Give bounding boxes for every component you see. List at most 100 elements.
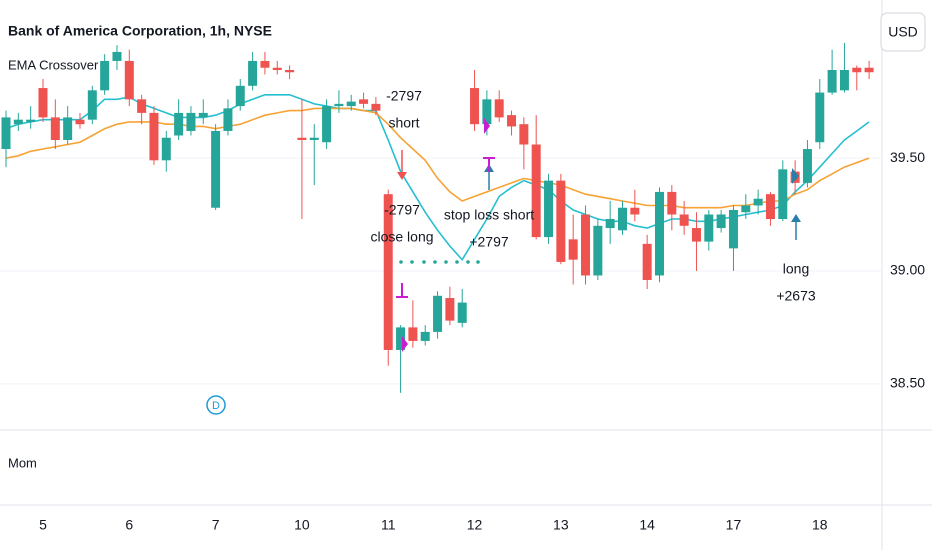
x-tick-label: 5: [39, 517, 47, 533]
fill-marker: [402, 336, 408, 352]
candle-body: [618, 207, 627, 231]
candle-body: [778, 169, 788, 220]
candle-body: [704, 214, 714, 242]
trade-label: short: [388, 115, 419, 131]
candle-body: [630, 207, 640, 215]
candle-body: [309, 137, 319, 140]
candle-body: [544, 180, 554, 238]
candle-body: [100, 60, 110, 91]
chart-title: Bank of America Corporation, 1h, NYSE: [8, 23, 272, 39]
candle-body: [507, 115, 517, 127]
x-tick-label: 7: [212, 517, 220, 533]
candle-body: [174, 112, 184, 136]
y-tick-label: 39.50: [890, 149, 925, 165]
candle-body: [408, 327, 418, 341]
fill-marker: [792, 168, 799, 184]
x-tick-label: 6: [125, 517, 133, 533]
candle-body: [581, 214, 591, 276]
candle-body: [198, 112, 208, 118]
candle-body: [359, 99, 369, 104]
x-tick-label: 12: [467, 517, 483, 533]
trade-label: +2797: [469, 234, 509, 250]
candle-body: [691, 228, 701, 242]
candle-body: [815, 92, 825, 143]
ema-lines: [5, 94, 870, 262]
candle-body: [433, 295, 443, 332]
candle-body: [864, 67, 874, 73]
candle-body: [371, 103, 381, 111]
trade-label: long: [783, 261, 809, 277]
candle-body: [827, 69, 837, 93]
x-tick-label: 14: [639, 517, 655, 533]
candles: [1, 42, 874, 393]
candle-body: [75, 119, 85, 125]
indicator-label: EMA Crossover: [8, 57, 99, 72]
candle-body: [13, 119, 23, 125]
candle-body: [642, 243, 652, 280]
trade-label: -2797: [384, 202, 420, 218]
candle-body: [519, 124, 529, 145]
candle-body: [149, 112, 159, 161]
candle-body: [272, 67, 282, 70]
short-arrow-head: [397, 172, 407, 180]
candle-body: [470, 88, 480, 125]
candle-body: [445, 298, 455, 321]
x-tick-label: 11: [381, 517, 396, 533]
candle-body: [852, 67, 862, 73]
candle-body: [285, 69, 295, 73]
candle-body: [63, 117, 73, 140]
candle-body: [161, 137, 171, 161]
trade-label: stop loss short: [444, 207, 534, 223]
candle-body: [383, 194, 393, 350]
candle-body: [494, 99, 504, 118]
candle-body: [457, 302, 467, 323]
candle-body: [802, 149, 812, 183]
x-tick-label: 13: [553, 517, 569, 533]
stop-level: [399, 260, 480, 264]
candle-body: [248, 60, 258, 86]
candle-body: [186, 112, 196, 131]
trade-markers: [396, 118, 801, 352]
dividend-marker[interactable]: [206, 395, 226, 415]
trade-label: -2797: [386, 88, 422, 104]
x-tick-label: 17: [726, 517, 742, 533]
candle-body: [396, 327, 406, 350]
currency-label[interactable]: USD: [888, 24, 918, 40]
y-tick-label: 38.50: [890, 375, 925, 391]
candle-body: [297, 137, 307, 140]
candle-body: [531, 144, 541, 238]
candle-body: [87, 90, 97, 120]
candle-body: [211, 130, 221, 208]
candle-body: [728, 209, 738, 249]
candle-body: [568, 239, 578, 260]
candle-body: [753, 198, 763, 206]
candle-body: [593, 225, 603, 276]
y-tick-label: 39.00: [890, 262, 925, 278]
lower-pane-label: Mom: [8, 455, 37, 470]
x-tick-label: 18: [812, 517, 828, 533]
annotations: -2797 short -2797 close long stop loss short…: [370, 88, 815, 304]
candle-body: [223, 108, 233, 131]
candle-body: [1, 117, 11, 150]
dividend-label[interactable]: D: [212, 400, 220, 412]
candle-body: [839, 69, 849, 91]
grid: [0, 157, 882, 385]
candle-body: [765, 194, 775, 220]
candle-body: [741, 205, 751, 213]
candle-body: [482, 99, 492, 125]
candle-body: [605, 219, 615, 229]
candle-body: [679, 214, 689, 226]
candle-body: [38, 88, 48, 118]
currency-button[interactable]: [880, 12, 926, 52]
candle-body: [716, 214, 726, 229]
candle-body: [50, 117, 60, 140]
candle-body: [124, 60, 134, 100]
candle-body: [420, 331, 430, 341]
candle-body: [556, 180, 566, 262]
candle-body: [654, 191, 664, 276]
candle-body: [260, 60, 270, 68]
trade-label: close long: [370, 229, 433, 245]
candle-body: [667, 191, 677, 215]
candle-body: [346, 101, 356, 107]
